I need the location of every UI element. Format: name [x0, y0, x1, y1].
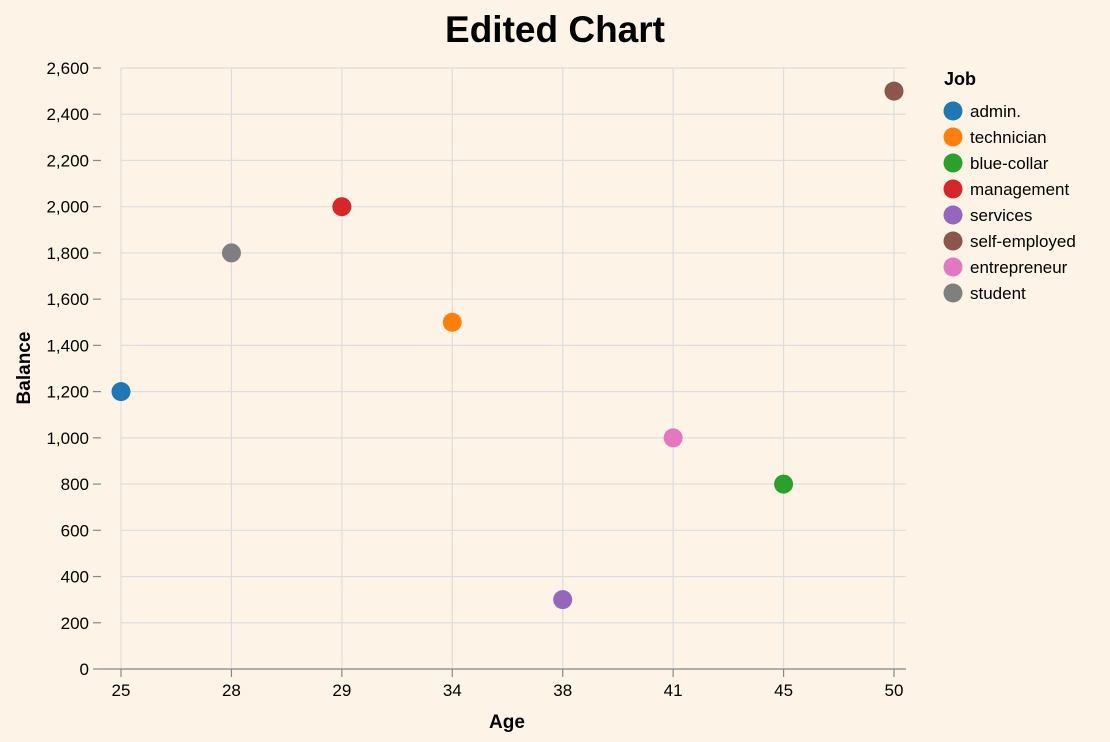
- data-point-technician: [442, 312, 462, 332]
- legend-label: self-employed: [970, 232, 1076, 251]
- y-tick-label: 800: [61, 475, 89, 494]
- legend-swatch: [943, 101, 963, 121]
- y-tick-label: 200: [61, 614, 89, 633]
- legend-swatch: [943, 205, 963, 225]
- y-tick-label: 2,200: [46, 151, 89, 170]
- legend-swatch: [943, 283, 963, 303]
- legend-swatch: [943, 127, 963, 147]
- data-point-student: [221, 243, 241, 263]
- legend-swatch: [943, 257, 963, 277]
- legend-label: blue-collar: [970, 154, 1049, 173]
- x-tick-label: 28: [222, 681, 241, 700]
- data-points: [111, 81, 904, 610]
- data-point-entrepreneur: [663, 428, 683, 448]
- y-tick-label: 1,000: [46, 429, 89, 448]
- legend-label: entrepreneur: [970, 258, 1068, 277]
- x-tick-label: 50: [885, 681, 904, 700]
- legend-label: technician: [970, 128, 1047, 147]
- y-tick-label: 0: [80, 660, 89, 679]
- grid-lines: [120, 67, 906, 670]
- legend-swatch: [943, 153, 963, 173]
- x-tick-label: 41: [664, 681, 683, 700]
- data-point-self-employed: [884, 81, 904, 101]
- axes: 0 200 400 600 800 1,000 1,200 1,400 1,600 1,800 2,…: [46, 59, 906, 700]
- y-tick-label: 600: [61, 521, 89, 540]
- legend-label: admin.: [970, 102, 1021, 121]
- legend-label: management: [970, 180, 1070, 199]
- legend: Job admin. technician blue-collar managemen…: [943, 69, 1076, 303]
- y-tick-label: 2,400: [46, 105, 89, 124]
- x-axis-title: Age: [489, 712, 525, 733]
- chart-title: Edited Chart: [445, 9, 665, 50]
- y-axis-title: Balance: [14, 332, 35, 405]
- legend-swatch: [943, 231, 963, 251]
- y-tick-label: 1,800: [46, 244, 89, 263]
- data-point-admin: [111, 382, 131, 402]
- legend-title: Job: [944, 69, 976, 89]
- x-tick-label: 38: [553, 681, 572, 700]
- y-tick-label: 1,200: [46, 383, 89, 402]
- legend-label: student: [970, 284, 1026, 303]
- legend-label: services: [970, 206, 1032, 225]
- data-point-management: [332, 197, 352, 217]
- x-tick-label: 45: [774, 681, 793, 700]
- x-tick-label: 29: [332, 681, 351, 700]
- x-tick-label: 25: [112, 681, 131, 700]
- y-tick-label: 1,400: [46, 336, 89, 355]
- y-tick-label: 2,600: [46, 59, 89, 78]
- y-tick-label: 2,000: [46, 198, 89, 217]
- y-tick-label: 1,600: [46, 290, 89, 309]
- y-tick-label: 400: [61, 568, 89, 587]
- data-point-services: [553, 590, 573, 610]
- x-tick-label: 34: [443, 681, 462, 700]
- data-point-blue-collar: [774, 474, 794, 494]
- legend-items: admin. technician blue-collar management ser…: [943, 101, 1076, 303]
- legend-swatch: [943, 179, 963, 199]
